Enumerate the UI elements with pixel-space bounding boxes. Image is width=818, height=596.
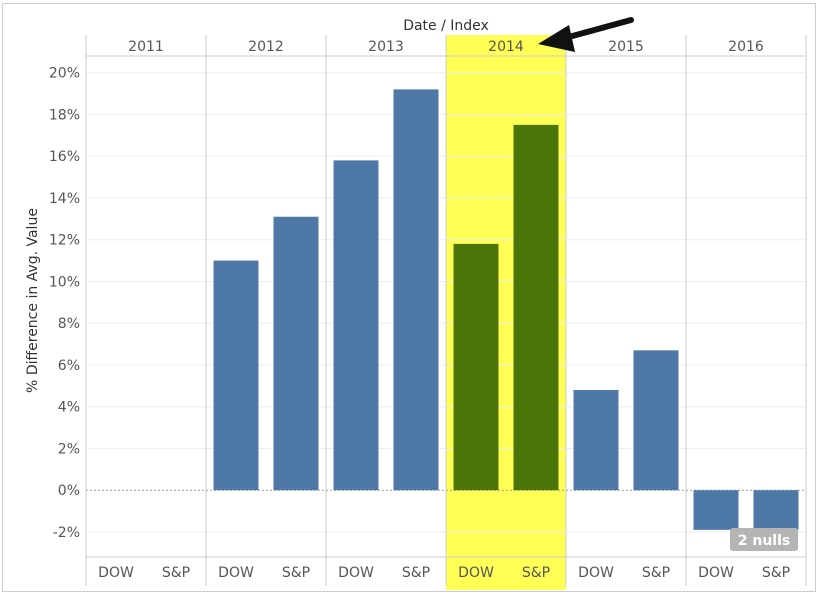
category-label: S&P bbox=[522, 565, 550, 581]
year-header: 2013 bbox=[368, 39, 404, 55]
y-tick-label: 0% bbox=[58, 483, 80, 499]
y-tick-label: 2% bbox=[58, 441, 80, 457]
category-label: DOW bbox=[338, 565, 374, 581]
y-tick-label: 14% bbox=[49, 191, 80, 207]
y-tick-label: 18% bbox=[49, 107, 80, 123]
bar bbox=[693, 490, 739, 530]
nulls-badge bbox=[730, 528, 798, 551]
column-title: Date / Index bbox=[403, 18, 489, 34]
category-label: S&P bbox=[762, 565, 790, 581]
bar bbox=[273, 216, 319, 491]
category-label: S&P bbox=[282, 565, 310, 581]
chart-frame bbox=[2, 3, 816, 592]
category-label: DOW bbox=[98, 565, 134, 581]
y-axis-title: % Difference in Avg. Value bbox=[25, 208, 41, 393]
y-tick-label: 16% bbox=[49, 149, 80, 165]
y-tick-label: 6% bbox=[58, 358, 80, 374]
year-header: 2012 bbox=[248, 39, 284, 55]
bar bbox=[453, 243, 499, 491]
category-label: DOW bbox=[698, 565, 734, 581]
y-tick-label: 20% bbox=[49, 66, 80, 82]
bar bbox=[573, 390, 619, 491]
bar bbox=[753, 490, 799, 530]
y-tick-label: 10% bbox=[49, 274, 80, 290]
bar bbox=[393, 89, 439, 491]
y-tick-label: 12% bbox=[49, 233, 80, 249]
annotation-arrow-shaft bbox=[562, 17, 634, 41]
bar bbox=[633, 350, 679, 491]
year-header: 2011 bbox=[128, 39, 164, 55]
nulls-badge-text: 2 nulls bbox=[738, 533, 790, 549]
year-header: 2016 bbox=[728, 39, 764, 55]
annotation-arrow-head bbox=[538, 25, 575, 52]
y-tick-label: 8% bbox=[58, 316, 80, 332]
category-label: S&P bbox=[402, 565, 430, 581]
bar bbox=[513, 124, 559, 491]
y-tick-label: 4% bbox=[58, 400, 80, 416]
y-tick-label: -2% bbox=[53, 525, 80, 541]
bar bbox=[213, 260, 259, 491]
category-label: DOW bbox=[578, 565, 614, 581]
year-header: 2015 bbox=[608, 39, 644, 55]
category-label: DOW bbox=[458, 565, 494, 581]
category-label: DOW bbox=[218, 565, 254, 581]
year-header: 2014 bbox=[488, 39, 524, 55]
category-label: S&P bbox=[642, 565, 670, 581]
bar bbox=[333, 160, 379, 491]
category-label: S&P bbox=[162, 565, 190, 581]
